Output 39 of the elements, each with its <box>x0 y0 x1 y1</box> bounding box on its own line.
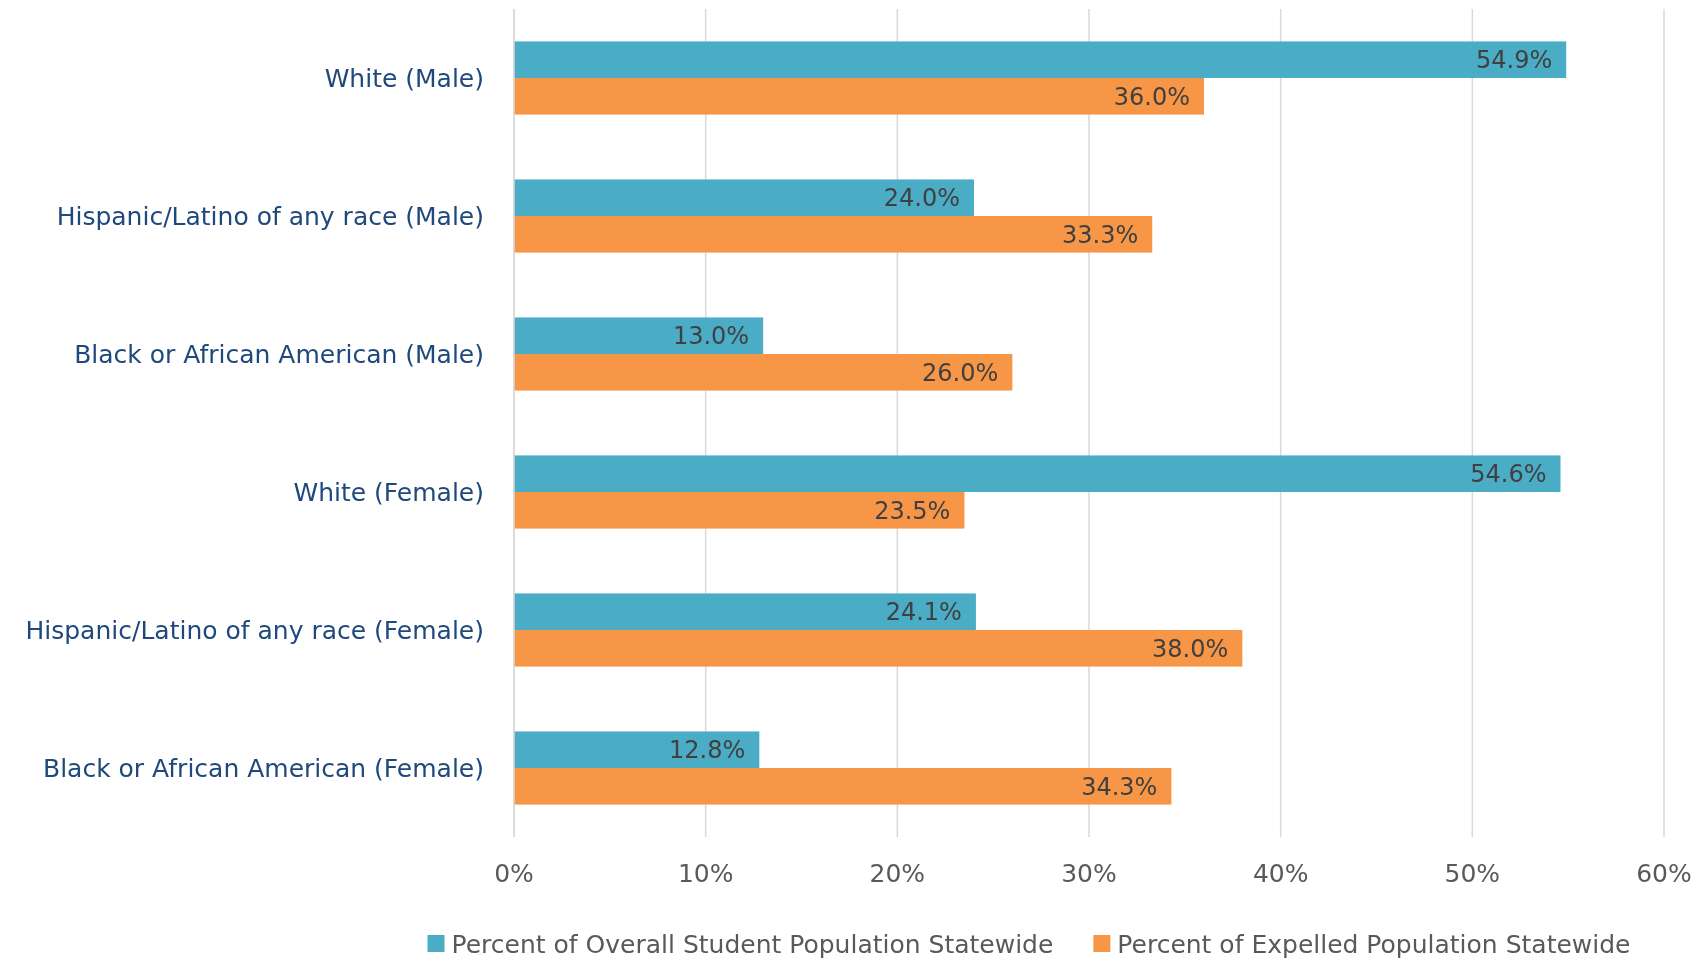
bar <box>514 731 760 768</box>
bar <box>514 216 1153 253</box>
bar <box>514 354 1013 391</box>
bar <box>514 455 1561 492</box>
x-tick-label: 40% <box>1252 859 1309 888</box>
x-tick-label: 50% <box>1444 859 1501 888</box>
data-label: 13.0% <box>672 322 750 351</box>
data-label: 54.9% <box>1476 46 1553 75</box>
data-label: 23.5% <box>874 496 951 525</box>
data-label: 26.0% <box>922 358 999 387</box>
bar <box>514 593 976 630</box>
x-tick-label: 60% <box>1636 859 1692 888</box>
legend-label: Percent of Expelled Population Statewide <box>1117 930 1631 959</box>
x-tick-label: 10% <box>677 859 734 888</box>
y-tick-label: White (Female) <box>293 478 484 507</box>
y-tick-label: Hispanic/Latino of any race (Female) <box>25 616 484 645</box>
bar <box>514 41 1567 78</box>
y-tick-label: Black or African American (Female) <box>42 754 484 783</box>
data-label: 54.6% <box>1470 460 1547 489</box>
y-tick-label: Hispanic/Latino of any race (Male) <box>56 202 484 231</box>
x-tick-label: 0% <box>494 859 534 888</box>
data-label: 36.0% <box>1113 82 1190 111</box>
bar <box>514 630 1243 667</box>
bar <box>514 78 1204 115</box>
data-label: 24.0% <box>883 184 960 213</box>
data-label: 33.3% <box>1062 220 1139 249</box>
x-tick-label: 30% <box>1061 859 1117 888</box>
x-tick-label: 20% <box>869 859 926 888</box>
data-label: 12.8% <box>669 736 746 765</box>
y-tick-label: Black or African American (Male) <box>74 340 484 369</box>
bar <box>514 768 1172 805</box>
legend-label: Percent of Overall Student Population Statewide <box>451 930 1054 959</box>
data-label: 34.3% <box>1081 772 1158 801</box>
data-label: 38.0% <box>1152 634 1229 663</box>
bar <box>514 179 974 216</box>
bar <box>514 492 965 529</box>
data-label: 24.1% <box>885 598 962 627</box>
bar <box>514 317 764 354</box>
y-tick-label: White (Male) <box>324 64 484 93</box>
